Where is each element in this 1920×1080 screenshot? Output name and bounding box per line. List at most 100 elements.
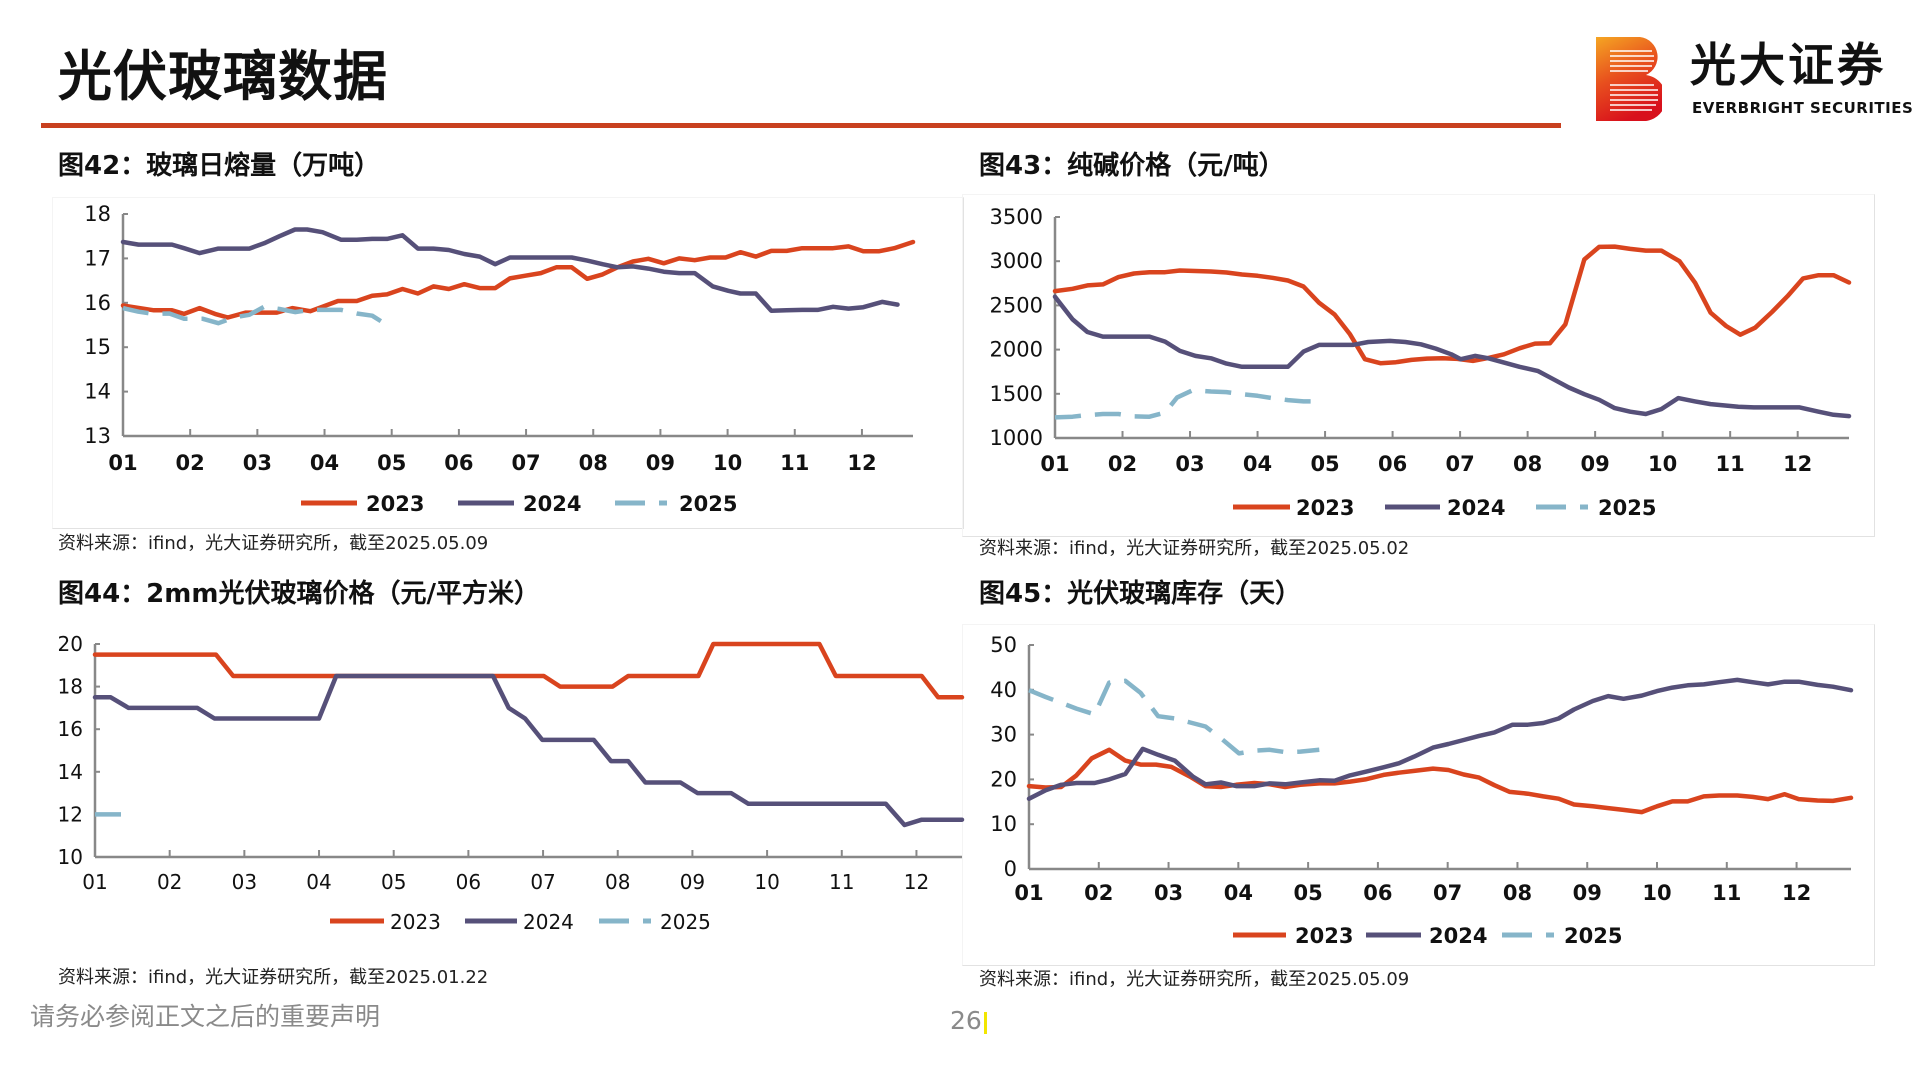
y-tick-label: 16 xyxy=(84,291,111,315)
x-tick-label: 05 xyxy=(377,451,406,475)
series-line-2024 xyxy=(1026,677,1854,801)
x-tick-label: 05 xyxy=(1294,881,1323,905)
series-line-2024 xyxy=(92,673,965,828)
everbright-logo-icon xyxy=(1596,37,1667,122)
y-tick-label: 3000 xyxy=(990,249,1043,273)
x-tick-label: 04 xyxy=(306,870,331,894)
x-tick-label: 01 xyxy=(1014,881,1043,905)
y-tick-label: 12 xyxy=(58,802,83,826)
y-tick-label: 15 xyxy=(84,335,111,359)
series-line-2023 xyxy=(1026,747,1854,815)
legend-label-2025: 2025 xyxy=(1598,496,1656,520)
legend-label-2023: 2023 xyxy=(390,910,441,934)
title-divider xyxy=(41,123,1561,128)
chart-45-source: 资料来源：ifind，光大证券研究所，截至2025.05.09 xyxy=(979,969,1410,990)
y-tick-label: 14 xyxy=(58,760,83,784)
y-tick-label: 10 xyxy=(58,845,83,869)
x-tick-label: 01 xyxy=(1040,452,1069,476)
x-tick-label: 02 xyxy=(176,451,205,475)
chart-42-title: 图42：玻璃日熔量（万吨） xyxy=(58,151,381,181)
x-tick-label: 09 xyxy=(1573,881,1602,905)
chart-42: 13 14 15 16 17 18 01 02 03 04 05 06 07 08 09 10 11 12 2023… xyxy=(84,202,916,516)
x-tick-label: 12 xyxy=(847,451,876,475)
x-tick-label: 07 xyxy=(1445,452,1474,476)
series-line-2023 xyxy=(92,641,965,700)
chart-43-source: 资料来源：ifind，光大证券研究所，截至2025.05.02 xyxy=(979,538,1410,559)
y-tick-label: 20 xyxy=(990,767,1017,791)
x-tick-label: 06 xyxy=(444,451,473,475)
x-tick-label: 09 xyxy=(646,451,675,475)
y-tick-label: 2500 xyxy=(990,293,1043,317)
y-tick-label: 17 xyxy=(84,246,111,270)
y-tick-label: 14 xyxy=(84,380,111,404)
y-tick-label: 1500 xyxy=(990,382,1043,406)
page-title: 光伏玻璃数据 xyxy=(58,45,388,108)
y-tick-label: 2000 xyxy=(990,338,1043,362)
x-tick-label: 02 xyxy=(1108,452,1137,476)
legend-label-2024: 2024 xyxy=(523,492,581,516)
x-tick-label: 12 xyxy=(1783,452,1812,476)
x-tick-label: 06 xyxy=(1363,881,1392,905)
y-tick-label: 1000 xyxy=(990,426,1043,450)
series-line-2025 xyxy=(1028,678,1320,756)
x-tick-label: 10 xyxy=(1642,881,1671,905)
y-tick-label: 40 xyxy=(990,678,1017,702)
x-tick-label: 01 xyxy=(108,451,137,475)
series-line-2025 xyxy=(122,304,389,327)
x-tick-label: 08 xyxy=(1503,881,1532,905)
chart-44: 10 12 14 16 18 20 01 02 03 04 05 06 07 08 09 10 11 12 2023… xyxy=(58,632,965,934)
y-tick-label: 16 xyxy=(58,717,83,741)
x-tick-label: 08 xyxy=(579,451,608,475)
x-tick-label: 07 xyxy=(511,451,540,475)
y-tick-label: 10 xyxy=(990,812,1017,836)
x-tick-label: 08 xyxy=(1513,452,1542,476)
x-tick-label: 03 xyxy=(1154,881,1183,905)
series-line-2024 xyxy=(1052,294,1852,419)
x-tick-label: 04 xyxy=(1224,881,1253,905)
legend-label-2024: 2024 xyxy=(1447,496,1505,520)
chart-43-title: 图43：纯碱价格（元/吨） xyxy=(979,151,1285,181)
x-tick-label: 04 xyxy=(1243,452,1272,476)
series-line-2025 xyxy=(1054,387,1319,420)
chart-43: 1000 1500 2000 2500 3000 3500 01 02 03 04 05 06 07 08… xyxy=(990,205,1852,520)
x-tick-label: 03 xyxy=(243,451,272,475)
chart-45: 0 10 20 30 40 50 01 02 03 04 05 06 07 08 09 10 11 12 2023 2… xyxy=(990,633,1854,948)
x-tick-label: 03 xyxy=(232,870,257,894)
y-tick-label: 3500 xyxy=(990,205,1043,229)
x-tick-label: 12 xyxy=(1782,881,1811,905)
chart-42-panel xyxy=(52,197,964,529)
x-tick-label: 01 xyxy=(82,870,107,894)
x-tick-label: 11 xyxy=(1712,881,1741,905)
footer-disclaimer: 请务必参阅正文之后的重要声明 xyxy=(30,1002,381,1031)
chart-44-source: 资料来源：ifind，光大证券研究所，截至2025.01.22 xyxy=(58,967,489,988)
text-cursor-highlight xyxy=(984,1012,987,1034)
series-line-2024 xyxy=(120,227,900,314)
y-tick-label: 20 xyxy=(58,632,83,656)
x-tick-label: 11 xyxy=(780,451,809,475)
x-tick-label: 02 xyxy=(157,870,182,894)
chart-45-panel xyxy=(962,624,1875,966)
page-number: 26 xyxy=(950,1006,982,1035)
x-tick-label: 09 xyxy=(1581,452,1610,476)
legend-label-2023: 2023 xyxy=(1296,496,1354,520)
y-tick-label: 0 xyxy=(1004,857,1017,881)
y-tick-label: 50 xyxy=(990,633,1017,657)
x-tick-label: 03 xyxy=(1175,452,1204,476)
x-tick-label: 06 xyxy=(456,870,481,894)
x-tick-label: 02 xyxy=(1084,881,1113,905)
legend-label-2025: 2025 xyxy=(1564,924,1622,948)
y-tick-label: 13 xyxy=(84,424,111,448)
x-tick-label: 11 xyxy=(1716,452,1745,476)
x-tick-label: 07 xyxy=(1433,881,1462,905)
x-tick-label: 06 xyxy=(1378,452,1407,476)
x-tick-label: 10 xyxy=(754,870,779,894)
x-tick-label: 10 xyxy=(713,451,742,475)
x-tick-label: 05 xyxy=(381,870,406,894)
y-tick-label: 30 xyxy=(990,723,1017,747)
x-tick-label: 04 xyxy=(310,451,339,475)
x-tick-label: 10 xyxy=(1648,452,1677,476)
legend-label-2025: 2025 xyxy=(660,910,711,934)
logo-english-name: EVERBRIGHT SECURITIES xyxy=(1692,99,1914,117)
chart-45-title: 图45：光伏玻璃库存（天） xyxy=(979,579,1302,609)
